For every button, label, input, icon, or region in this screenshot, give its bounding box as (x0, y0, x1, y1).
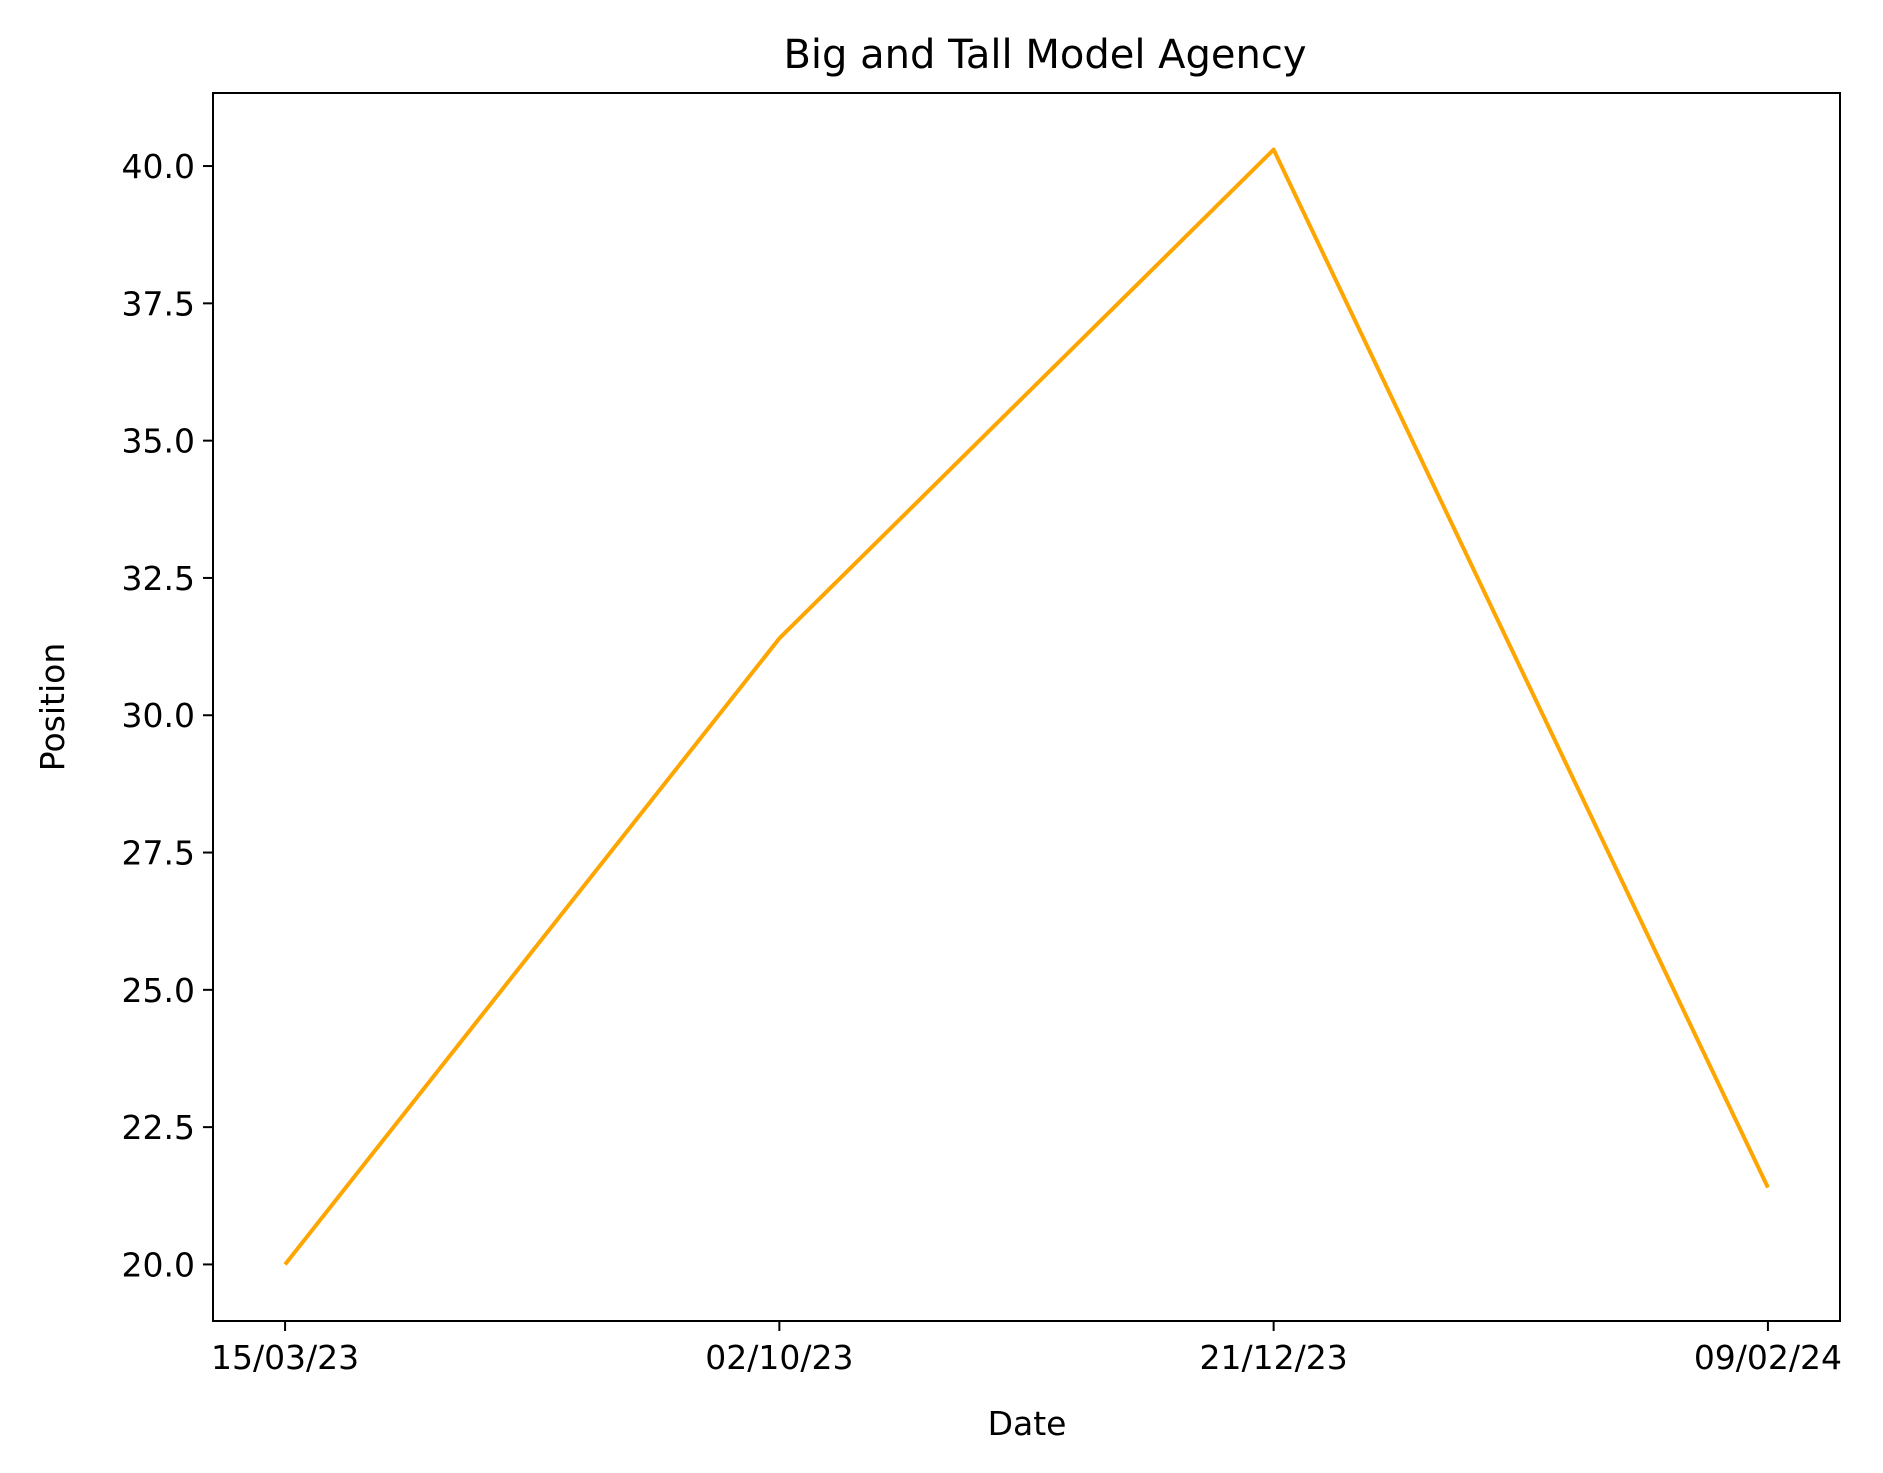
y-tick-label: 32.5 (122, 559, 195, 598)
y-tick-label: 40.0 (122, 147, 195, 186)
x-tick-label: 15/03/23 (211, 1338, 359, 1377)
chart-title: Big and Tall Model Agency (783, 32, 1306, 78)
y-tick-label: 37.5 (122, 284, 195, 323)
x-tick-label: 02/10/23 (705, 1338, 853, 1377)
y-tick-label: 20.0 (122, 1245, 195, 1284)
y-tick-label: 25.0 (122, 971, 195, 1010)
y-tick-label: 27.5 (122, 834, 195, 873)
x-axis-label: Date (988, 1404, 1067, 1443)
x-tick-label: 21/12/23 (1200, 1338, 1348, 1377)
x-tick-label: 09/02/24 (1694, 1338, 1842, 1377)
series-line (283, 147, 1770, 1266)
y-axis-label: Position (33, 643, 72, 772)
y-tick-label: 35.0 (122, 422, 195, 461)
series-group (283, 147, 1770, 1266)
plot-frame (212, 92, 1841, 1322)
y-tick-label: 22.5 (122, 1108, 195, 1147)
y-tick-label: 30.0 (122, 696, 195, 735)
x-axis: 15/03/23 02/10/23 21/12/23 09/02/24 (211, 1321, 1842, 1377)
y-axis: 20.0 22.5 25.0 27.5 30.0 32.5 35.0 37.5 40.0 (122, 147, 213, 1284)
